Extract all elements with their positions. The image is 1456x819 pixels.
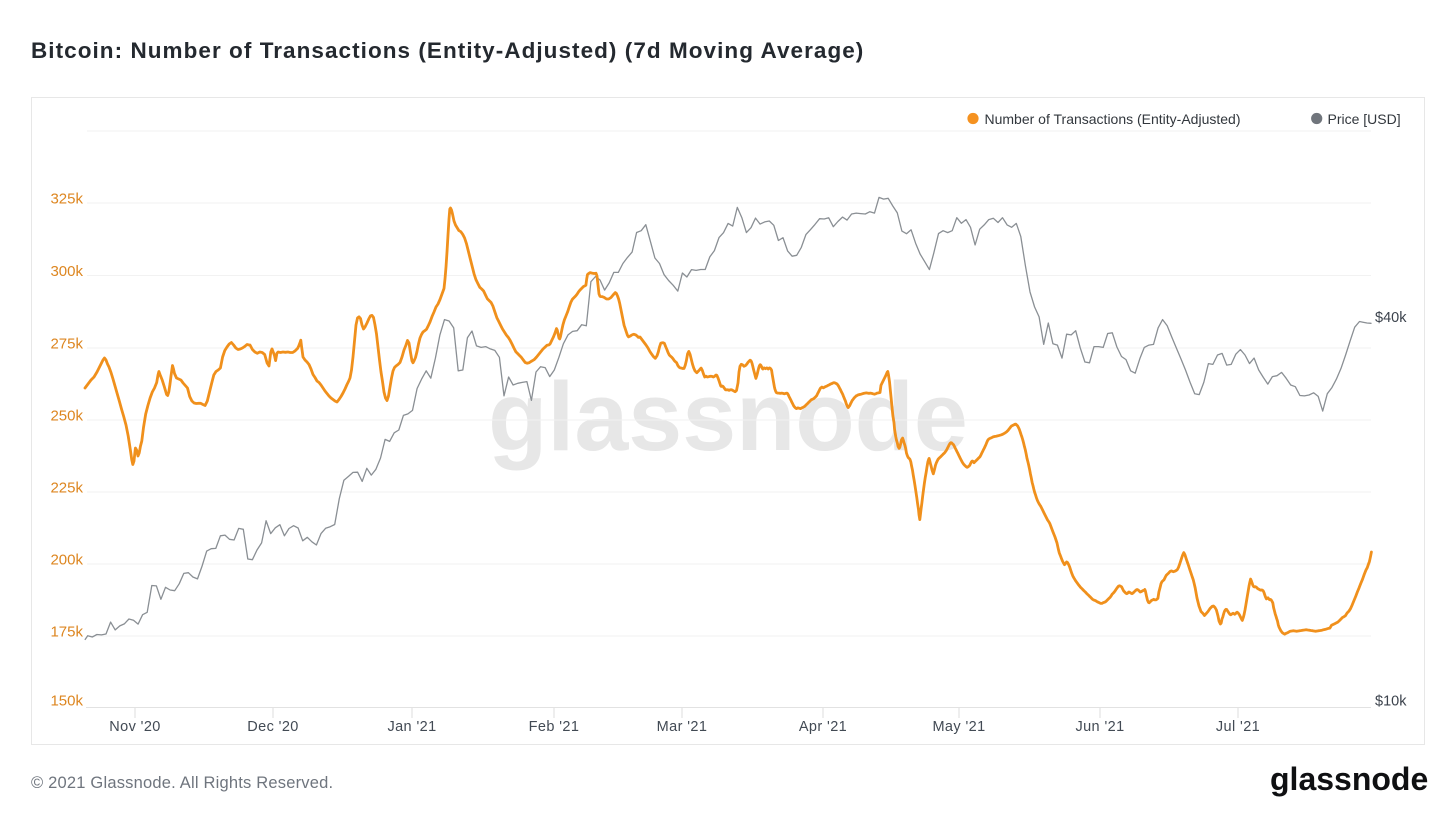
svg-text:325k: 325k: [50, 191, 83, 208]
svg-text:$40k: $40k: [1375, 310, 1407, 326]
svg-text:Jul '21: Jul '21: [1216, 719, 1260, 735]
svg-text:Mar '21: Mar '21: [657, 719, 708, 735]
svg-text:Dec '20: Dec '20: [247, 719, 299, 735]
svg-text:$10k: $10k: [1375, 694, 1407, 710]
svg-text:300k: 300k: [50, 263, 83, 280]
svg-text:200k: 200k: [50, 552, 83, 569]
svg-text:Jan '21: Jan '21: [387, 719, 436, 735]
svg-text:glassnode: glassnode: [488, 362, 968, 471]
svg-text:Jun '21: Jun '21: [1075, 719, 1124, 735]
svg-text:May '21: May '21: [932, 719, 985, 735]
svg-text:Price [USD]: Price [USD]: [1328, 111, 1401, 127]
svg-text:275k: 275k: [50, 336, 83, 353]
svg-text:225k: 225k: [50, 480, 83, 497]
svg-text:175k: 175k: [50, 624, 83, 641]
svg-text:Feb '21: Feb '21: [529, 719, 580, 735]
svg-text:Apr '21: Apr '21: [799, 719, 847, 735]
svg-text:150k: 150k: [50, 693, 83, 710]
svg-text:Number of Transactions (Entity: Number of Transactions (Entity-Adjusted): [985, 111, 1241, 127]
svg-text:Nov '20: Nov '20: [109, 719, 161, 735]
svg-text:250k: 250k: [50, 408, 83, 425]
